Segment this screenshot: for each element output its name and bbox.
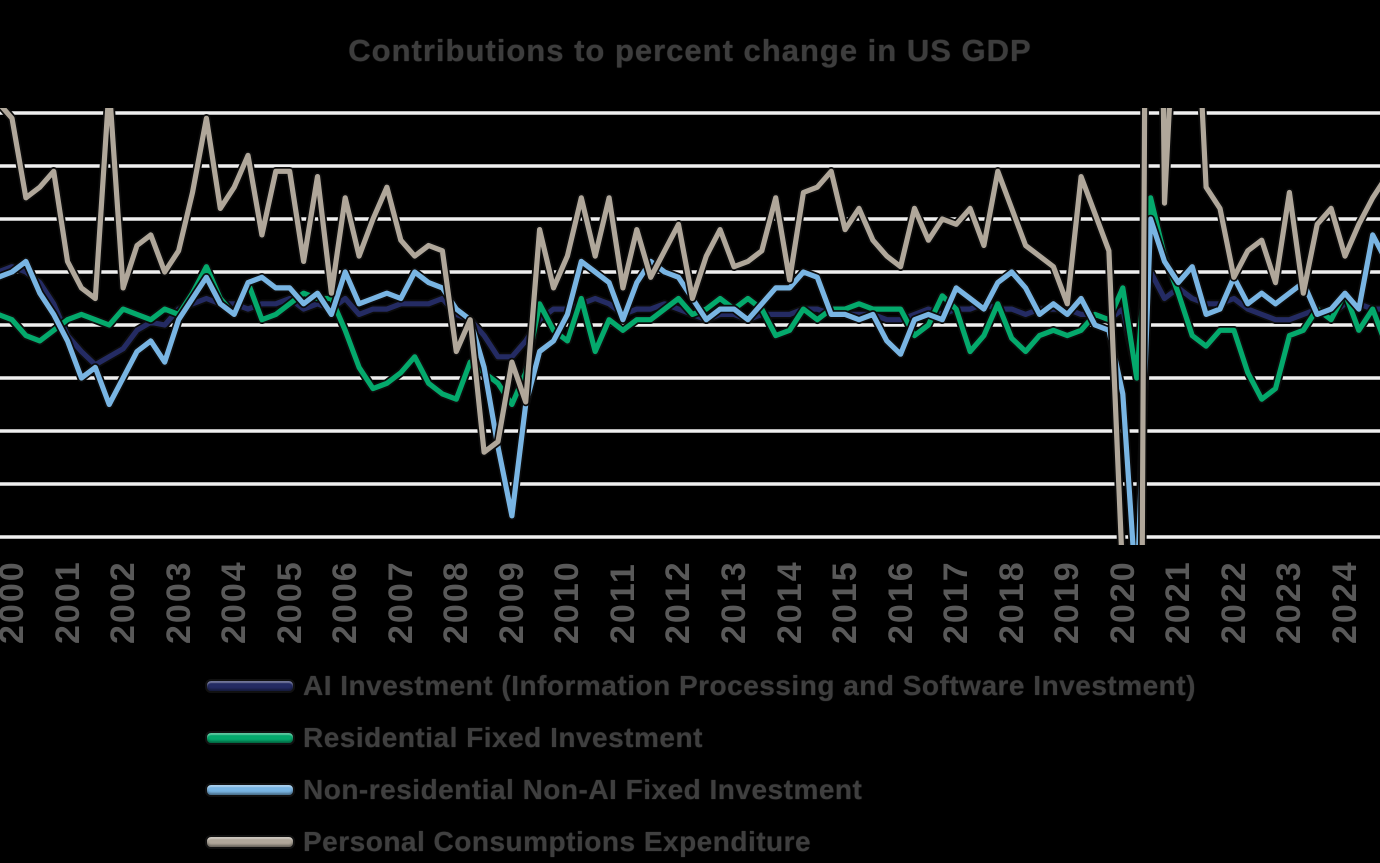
legend-label-residential: Residential Fixed Investment (303, 722, 703, 753)
x-tick-label: 2009 (492, 560, 531, 644)
x-tick-label: 2015 (826, 560, 865, 644)
legend-item-pce: Personal Consumptions Expenditure (205, 816, 1196, 863)
legend-item-ai-investment: AI Investment (Information Processing an… (205, 660, 1196, 712)
x-tick-label: 2024 (1325, 560, 1364, 644)
x-tick-label: 2001 (48, 560, 87, 644)
legend-swatch-nonresidential (205, 783, 295, 797)
chart-title: Contributions to percent change in US GD… (348, 33, 1032, 68)
x-tick-label: 2003 (159, 560, 198, 644)
x-tick-label: 2012 (659, 560, 698, 644)
legend-item-residential: Residential Fixed Investment (205, 712, 1196, 764)
legend-swatch-ai-investment (205, 679, 295, 693)
plot-area (0, 108, 1380, 545)
x-tick-label: 2000 (0, 560, 31, 644)
legend-swatch-pce (205, 835, 295, 849)
x-tick-label: 2017 (937, 560, 976, 644)
legend-swatch-residential (205, 731, 295, 745)
legend: AI Investment (Information Processing an… (205, 660, 1196, 863)
x-tick-label: 2021 (1159, 560, 1198, 644)
x-tick-label: 2013 (715, 560, 754, 644)
x-tick-label: 2010 (548, 560, 587, 644)
x-tick-label: 2002 (104, 560, 143, 644)
x-tick-label: 2007 (381, 560, 420, 644)
x-tick-label: 2019 (1048, 560, 1087, 644)
x-tick-label: 2006 (326, 560, 365, 644)
x-tick-label: 2005 (270, 560, 309, 644)
series-line-pce (0, 108, 1380, 545)
x-tick-label: 2016 (881, 560, 920, 644)
legend-label-nonresidential: Non-residential Non-AI Fixed Investment (303, 774, 863, 805)
x-tick-label: 2004 (215, 560, 254, 644)
legend-item-nonresidential: Non-residential Non-AI Fixed Investment (205, 764, 1196, 816)
x-tick-label: 2008 (437, 560, 476, 644)
x-tick-label: 2018 (992, 560, 1031, 644)
legend-label-ai-investment: AI Investment (Information Processing an… (303, 670, 1196, 701)
x-tick-label: 2023 (1270, 560, 1309, 644)
x-tick-label: 2011 (603, 562, 642, 644)
x-tick-label: 2020 (1103, 560, 1142, 644)
x-tick-label: 2014 (770, 560, 809, 644)
x-tick-label: 2022 (1214, 560, 1253, 644)
legend-label-pce: Personal Consumptions Expenditure (303, 826, 812, 857)
